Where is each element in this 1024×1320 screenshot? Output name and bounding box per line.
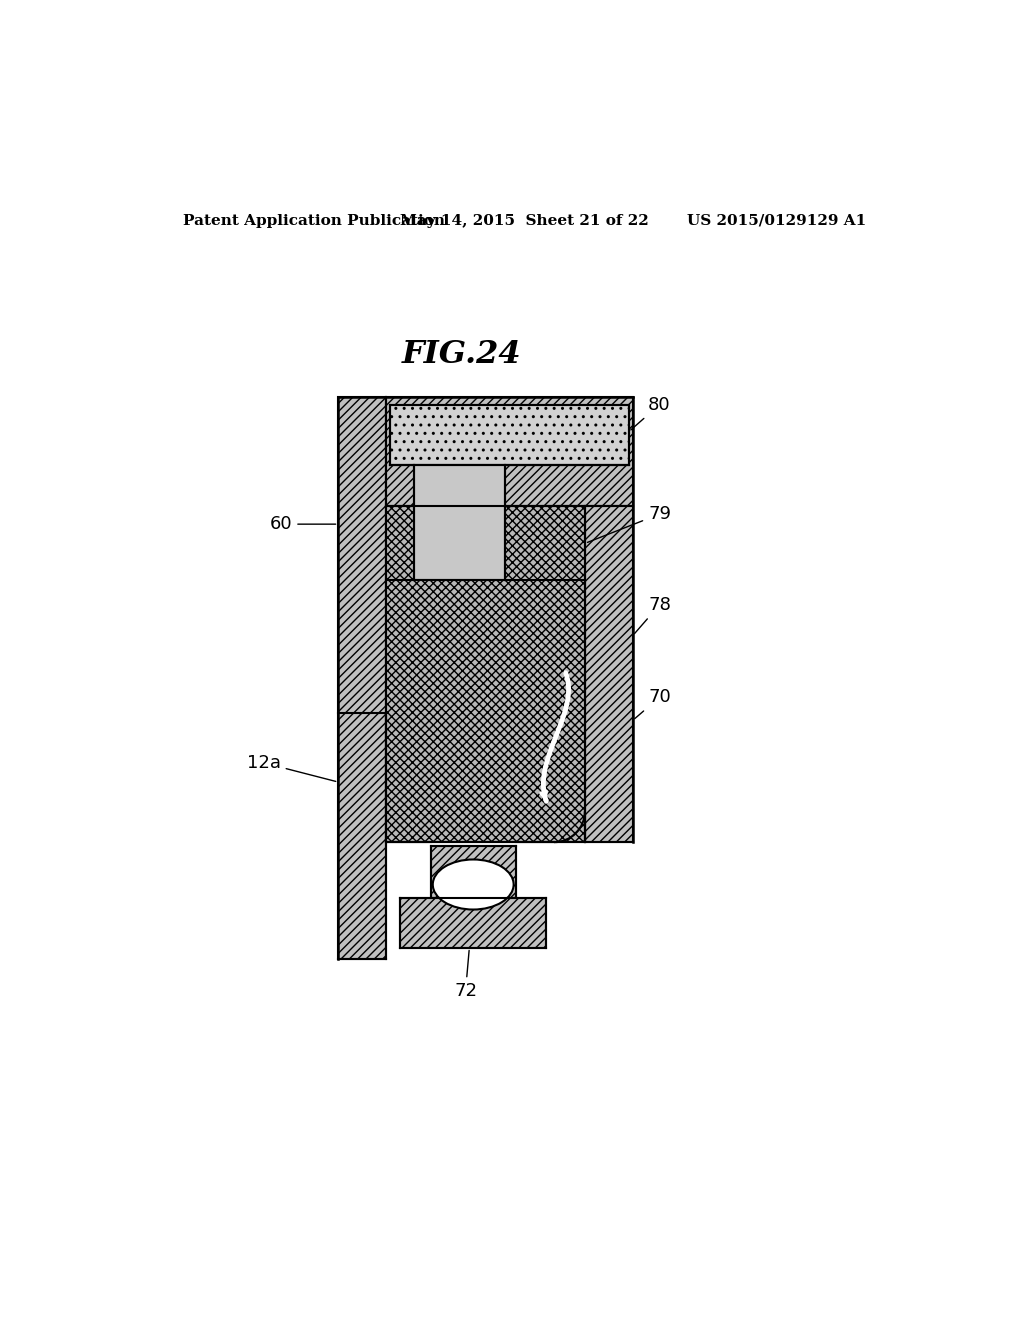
Text: FIG.24: FIG.24 (401, 339, 521, 371)
Text: Patent Application Publication: Patent Application Publication (183, 214, 444, 228)
Polygon shape (339, 397, 386, 960)
Polygon shape (431, 846, 515, 898)
Text: 78: 78 (635, 597, 671, 634)
Text: 70: 70 (635, 689, 671, 718)
Polygon shape (390, 405, 629, 465)
Ellipse shape (433, 859, 514, 909)
Text: 60: 60 (269, 515, 336, 533)
Text: May 14, 2015  Sheet 21 of 22: May 14, 2015 Sheet 21 of 22 (400, 214, 649, 228)
Text: 80: 80 (631, 396, 671, 430)
Text: 79: 79 (588, 506, 671, 543)
Text: 72: 72 (454, 950, 477, 1001)
Polygon shape (414, 465, 505, 581)
Polygon shape (585, 507, 633, 842)
Polygon shape (386, 507, 585, 842)
Text: 12a: 12a (247, 754, 336, 781)
Polygon shape (386, 397, 633, 507)
Polygon shape (400, 898, 547, 948)
Text: US 2015/0129129 A1: US 2015/0129129 A1 (687, 214, 866, 228)
